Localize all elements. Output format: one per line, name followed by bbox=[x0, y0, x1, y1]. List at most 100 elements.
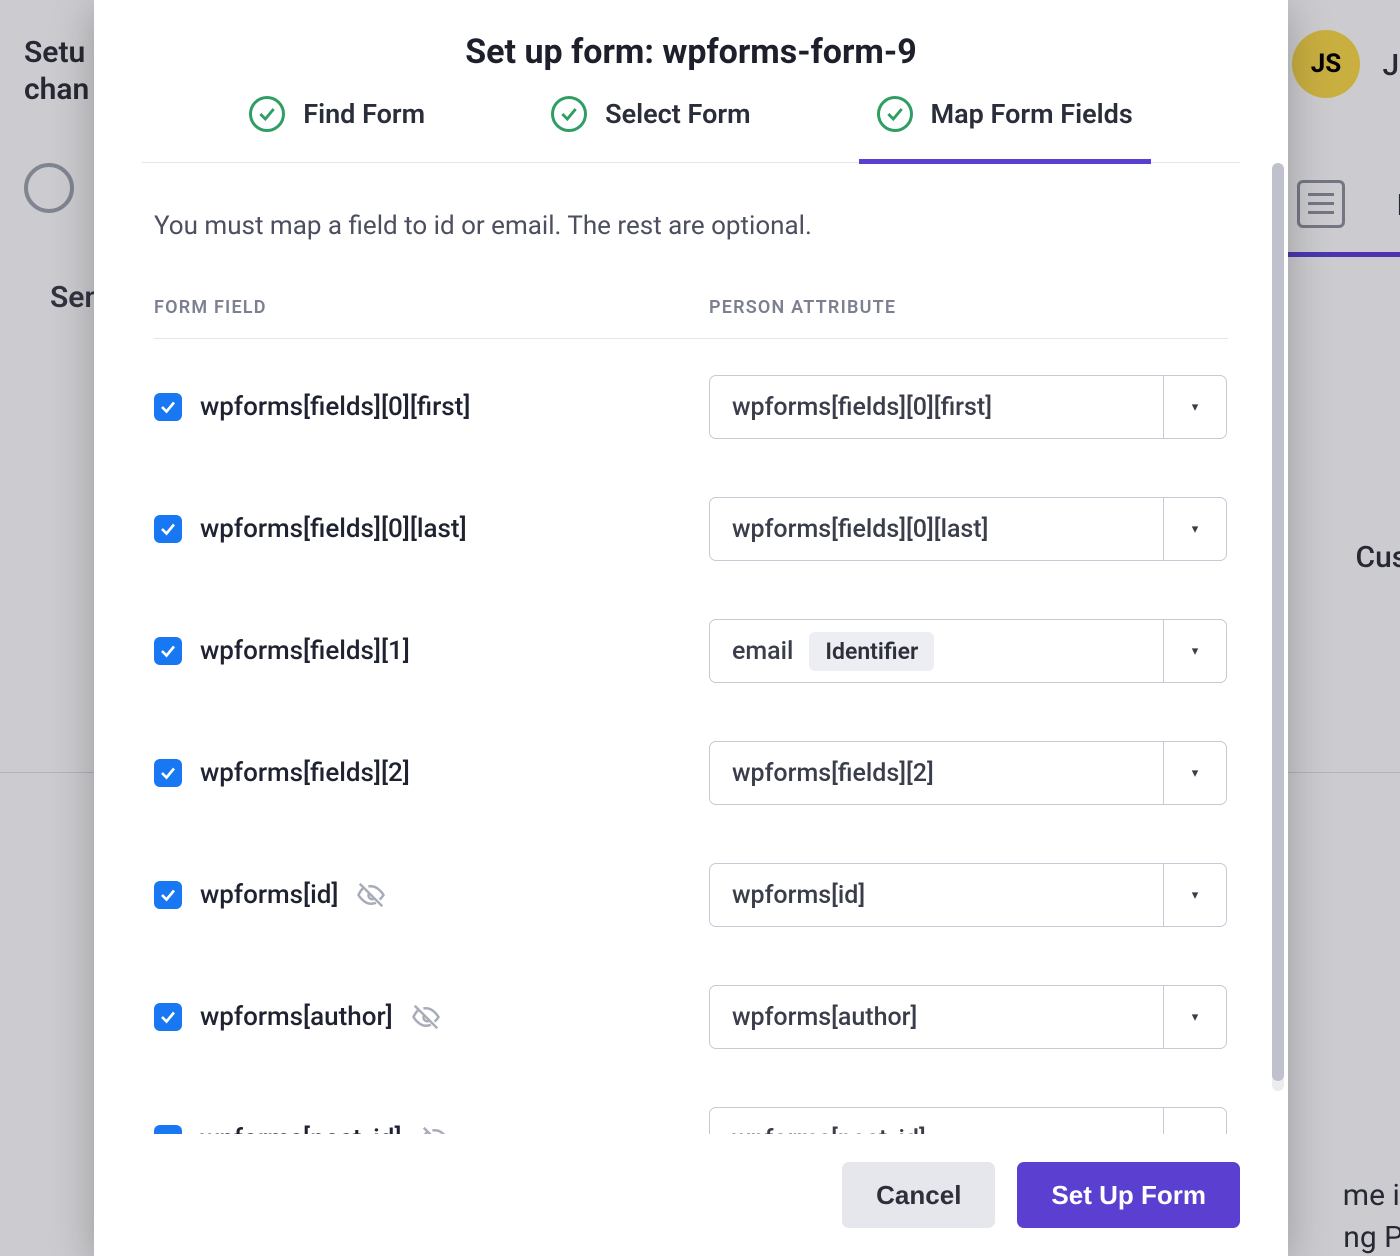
select-value-text: wpforms[post_id] bbox=[732, 1125, 926, 1135]
field-label-text: wpforms[fields][1] bbox=[200, 636, 410, 666]
col-header-person-attribute: PERSON ATTRIBUTE bbox=[709, 297, 1228, 318]
field-checkbox[interactable] bbox=[154, 759, 182, 787]
bg-text-impo: me impo bbox=[1343, 1178, 1400, 1213]
col-header-form-field: FORM FIELD bbox=[154, 297, 709, 318]
select-value: wpforms[fields][0][last] bbox=[710, 498, 1164, 560]
field-label: wpforms[id] bbox=[200, 880, 386, 910]
chevron-down-icon: ▾ bbox=[1164, 986, 1226, 1048]
bg-step-circle bbox=[24, 163, 74, 213]
field-checkbox[interactable] bbox=[154, 515, 182, 543]
field-checkbox[interactable] bbox=[154, 1125, 182, 1134]
field-label: wpforms[post_id] bbox=[200, 1124, 450, 1134]
modal-title: Set up form: wpforms-form-9 bbox=[94, 0, 1288, 96]
step-label: Map Form Fields bbox=[931, 98, 1133, 130]
step-check-icon bbox=[249, 96, 285, 132]
select-value-text: wpforms[fields][2] bbox=[732, 759, 934, 788]
field-row-left: wpforms[fields][0][first] bbox=[154, 392, 709, 422]
field-row-left: wpforms[id] bbox=[154, 880, 709, 910]
select-value-text: email bbox=[732, 637, 793, 666]
setup-form-button[interactable]: Set Up Form bbox=[1017, 1162, 1240, 1228]
field-row: wpforms[id] wpforms[id] ▾ bbox=[154, 863, 1228, 927]
field-row-right: email Identifier ▾ bbox=[709, 619, 1228, 683]
field-row-right: wpforms[fields][0][first] ▾ bbox=[709, 375, 1228, 439]
wizard-step-1[interactable]: Select Form bbox=[533, 96, 768, 162]
mapping-hint: You must map a field to id or email. The… bbox=[154, 211, 1228, 241]
field-label: wpforms[fields][0][first] bbox=[200, 392, 470, 422]
identifier-badge: Identifier bbox=[809, 632, 934, 671]
scrollbar-thumb[interactable] bbox=[1272, 163, 1284, 1081]
setup-form-modal: Set up form: wpforms-form-9 Find Form Sel… bbox=[94, 0, 1288, 1256]
field-row-left: wpforms[fields][0][last] bbox=[154, 514, 709, 544]
field-row: wpforms[fields][0][first]wpforms[fields]… bbox=[154, 375, 1228, 439]
field-label-text: wpforms[post_id] bbox=[200, 1124, 402, 1134]
person-attribute-select[interactable]: wpforms[id] ▾ bbox=[709, 863, 1227, 927]
chevron-down-icon: ▾ bbox=[1164, 1108, 1226, 1134]
wizard-step-2[interactable]: Map Form Fields bbox=[859, 96, 1151, 162]
field-checkbox[interactable] bbox=[154, 881, 182, 909]
column-headers: FORM FIELD PERSON ATTRIBUTE bbox=[154, 297, 1228, 339]
field-row: wpforms[fields][0][last]wpforms[fields][… bbox=[154, 497, 1228, 561]
person-attribute-select[interactable]: wpforms[fields][0][last] ▾ bbox=[709, 497, 1227, 561]
chevron-down-icon: ▾ bbox=[1164, 376, 1226, 438]
field-row: wpforms[fields][1] email Identifier ▾ bbox=[154, 619, 1228, 683]
field-label-text: wpforms[fields][0][last] bbox=[200, 514, 467, 544]
bg-text-peopl: ng Peopl bbox=[1343, 1220, 1400, 1255]
field-row-right: wpforms[fields][0][last] ▾ bbox=[709, 497, 1228, 561]
chevron-down-icon: ▾ bbox=[1164, 864, 1226, 926]
field-label-text: wpforms[fields][2] bbox=[200, 758, 410, 788]
step-check-icon bbox=[877, 96, 913, 132]
chevron-down-icon: ▾ bbox=[1164, 742, 1226, 804]
field-label-text: wpforms[fields][0][first] bbox=[200, 392, 470, 422]
step-check-icon bbox=[551, 96, 587, 132]
select-value-text: wpforms[fields][0][last] bbox=[732, 515, 988, 544]
field-row: wpforms[fields][2] wpforms[fields][2] ▾ bbox=[154, 741, 1228, 805]
bg-text-setup2: chan bbox=[24, 72, 89, 107]
select-value-text: wpforms[author] bbox=[732, 1003, 917, 1032]
select-value: wpforms[post_id] bbox=[710, 1108, 1164, 1134]
chevron-down-icon: ▾ bbox=[1164, 498, 1226, 560]
field-checkbox[interactable] bbox=[154, 637, 182, 665]
field-row-right: wpforms[author] ▾ bbox=[709, 985, 1228, 1049]
person-attribute-select[interactable]: wpforms[author] ▾ bbox=[709, 985, 1227, 1049]
field-mapping-rows: wpforms[fields][0][first]wpforms[fields]… bbox=[154, 375, 1228, 1134]
person-attribute-select[interactable]: wpforms[fields][0][first] ▾ bbox=[709, 375, 1227, 439]
modal-body: You must map a field to id or email. The… bbox=[94, 163, 1288, 1134]
field-row-left: wpforms[author] bbox=[154, 1002, 709, 1032]
field-row: wpforms[author] wpforms[author] ▾ bbox=[154, 985, 1228, 1049]
field-row-left: wpforms[fields][2] bbox=[154, 758, 709, 788]
cancel-button[interactable]: Cancel bbox=[842, 1162, 995, 1228]
chevron-down-icon: ▾ bbox=[1164, 620, 1226, 682]
step-label: Find Form bbox=[303, 98, 425, 130]
field-row: wpforms[post_id] wpforms[post_id] ▾ bbox=[154, 1107, 1228, 1134]
field-row-right: wpforms[fields][2] ▾ bbox=[709, 741, 1228, 805]
select-value: wpforms[fields][2] bbox=[710, 742, 1164, 804]
field-label: wpforms[fields][1] bbox=[200, 636, 410, 666]
field-label-text: wpforms[author] bbox=[200, 1002, 393, 1032]
modal-footer: Cancel Set Up Form bbox=[94, 1134, 1288, 1256]
field-label: wpforms[fields][0][last] bbox=[200, 514, 467, 544]
field-checkbox[interactable] bbox=[154, 393, 182, 421]
bg-text-custom: Custom bbox=[1355, 540, 1400, 575]
hidden-field-icon bbox=[420, 1124, 450, 1134]
bg-form-icon bbox=[1297, 180, 1345, 228]
field-label: wpforms[fields][2] bbox=[200, 758, 410, 788]
field-checkbox[interactable] bbox=[154, 1003, 182, 1031]
select-value: wpforms[id] bbox=[710, 864, 1164, 926]
field-row-right: wpforms[id] ▾ bbox=[709, 863, 1228, 927]
bg-text-setup1: Setu bbox=[24, 34, 85, 72]
js-badge: JS bbox=[1292, 30, 1360, 98]
select-value: email Identifier bbox=[710, 620, 1164, 682]
hidden-field-icon bbox=[356, 880, 386, 910]
hidden-field-icon bbox=[411, 1002, 441, 1032]
field-row-left: wpforms[post_id] bbox=[154, 1124, 709, 1134]
wizard-step-0[interactable]: Find Form bbox=[231, 96, 443, 162]
select-value: wpforms[author] bbox=[710, 986, 1164, 1048]
field-row-left: wpforms[fields][1] bbox=[154, 636, 709, 666]
select-value-text: wpforms[id] bbox=[732, 881, 865, 910]
select-value-text: wpforms[fields][0][first] bbox=[732, 393, 992, 422]
field-label-text: wpforms[id] bbox=[200, 880, 338, 910]
person-attribute-select[interactable]: wpforms[fields][2] ▾ bbox=[709, 741, 1227, 805]
person-attribute-select[interactable]: email Identifier ▾ bbox=[709, 619, 1227, 683]
bg-text-jav: Jav bbox=[1382, 48, 1400, 83]
person-attribute-select[interactable]: wpforms[post_id] ▾ bbox=[709, 1107, 1227, 1134]
